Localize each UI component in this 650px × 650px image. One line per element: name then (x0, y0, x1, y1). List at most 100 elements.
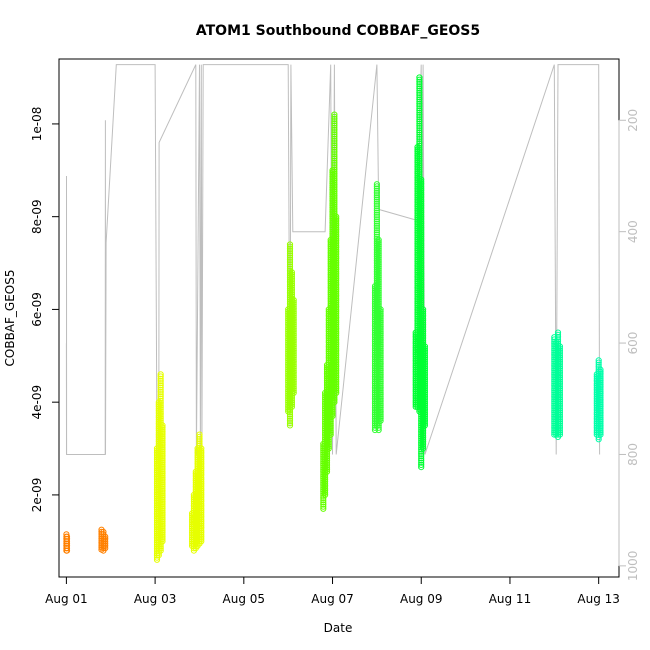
data-point (333, 268, 340, 275)
data-point (159, 531, 166, 538)
data-point (418, 213, 425, 220)
data-point (290, 343, 297, 350)
data-point (290, 381, 297, 388)
data-point (331, 126, 338, 134)
data-point (597, 425, 604, 432)
data-point (556, 429, 564, 436)
data-point (333, 297, 340, 304)
data-point (597, 379, 604, 386)
data-point (421, 371, 428, 379)
data-point (416, 85, 423, 92)
data-point (286, 243, 294, 250)
data-point (421, 376, 428, 383)
data-point (159, 518, 166, 525)
data-point (377, 356, 384, 363)
data-point (290, 323, 297, 330)
data-point (375, 239, 382, 246)
data-point (556, 389, 564, 396)
data-point (322, 487, 329, 494)
data-point (373, 196, 380, 203)
data-point (333, 251, 340, 258)
data-point (286, 245, 294, 252)
data-point (597, 394, 604, 401)
data-point (286, 417, 294, 424)
data-point (556, 422, 564, 429)
data-point (556, 343, 564, 350)
data-point (420, 328, 427, 335)
data-point (198, 518, 205, 525)
data-point (375, 292, 382, 299)
data-point (416, 151, 423, 158)
data-point (333, 277, 340, 284)
data-point (333, 244, 340, 251)
data-point (416, 162, 423, 169)
data-point (416, 173, 423, 180)
data-point (327, 425, 334, 432)
data-point (597, 377, 604, 384)
data-point (290, 321, 297, 328)
data-point (377, 310, 384, 317)
data-point (597, 401, 604, 408)
data-point (375, 250, 382, 257)
data-point (198, 496, 205, 503)
data-point (159, 536, 166, 543)
data-point (290, 325, 297, 332)
data-point (418, 286, 425, 293)
data-point (597, 368, 604, 375)
data-point (198, 463, 205, 470)
data-point (416, 89, 423, 97)
data-point (286, 415, 294, 422)
data-point (377, 334, 384, 341)
data-point (333, 356, 340, 363)
data-point (333, 381, 340, 388)
data-point (333, 387, 340, 394)
data-point (157, 391, 164, 398)
data-point (102, 538, 109, 545)
data-point (196, 431, 203, 438)
data-point (418, 279, 425, 286)
data-point (286, 422, 294, 429)
data-point (290, 303, 297, 310)
data-point (331, 175, 338, 182)
series-group (371, 181, 384, 434)
data-point (418, 281, 425, 288)
data-point (418, 211, 425, 218)
data-point (333, 308, 340, 315)
data-point (377, 389, 384, 396)
data-point (333, 255, 340, 262)
pressure-tick-label: 600 (626, 332, 640, 355)
data-point (159, 527, 166, 534)
data-point (597, 375, 604, 382)
data-point (416, 81, 423, 88)
data-point (597, 416, 604, 423)
data-point (373, 229, 380, 236)
data-point (556, 409, 564, 416)
series-group (153, 371, 205, 563)
data-point (331, 168, 338, 175)
data-point (159, 529, 166, 536)
data-point (331, 111, 338, 118)
data-point (286, 263, 294, 270)
data-point (322, 476, 329, 483)
data-point (375, 426, 382, 434)
data-point (157, 380, 164, 387)
data-point (416, 131, 423, 138)
data-point (323, 453, 331, 460)
data-point (416, 153, 423, 160)
data-point (198, 447, 205, 454)
data-point (377, 376, 384, 383)
data-point (375, 256, 382, 263)
data-point (377, 345, 384, 352)
data-point (63, 535, 71, 543)
data-point (421, 380, 428, 387)
data-point (556, 378, 564, 385)
data-point (333, 215, 340, 222)
data-point (375, 261, 382, 268)
data-point (320, 499, 327, 506)
data-point (333, 295, 340, 302)
data-point (159, 468, 166, 475)
data-point (421, 374, 428, 381)
data-point (333, 354, 340, 361)
data-point (159, 457, 166, 464)
data-point (331, 166, 338, 173)
